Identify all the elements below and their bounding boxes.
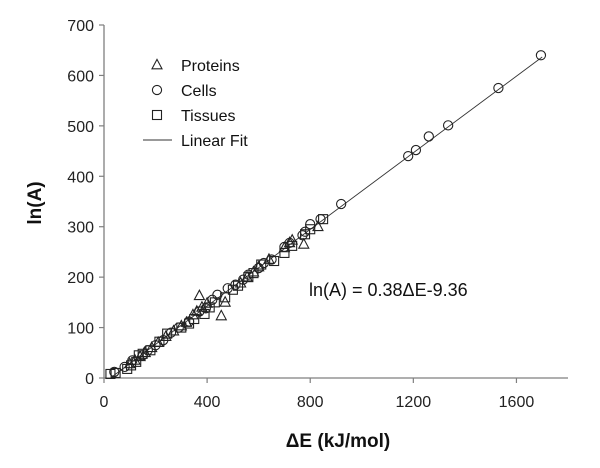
circle-point bbox=[423, 131, 434, 142]
triangle-point bbox=[283, 236, 296, 248]
circle-point bbox=[119, 361, 130, 373]
square-point bbox=[232, 280, 244, 291]
triangle-point bbox=[297, 237, 310, 249]
circle-point bbox=[493, 82, 504, 94]
y-tick-label: 100 bbox=[67, 321, 94, 338]
circle-point bbox=[158, 335, 169, 346]
circle-point bbox=[535, 50, 547, 61]
circle-point bbox=[284, 237, 295, 249]
square-point bbox=[220, 292, 231, 303]
legend-triangle-marker bbox=[151, 58, 163, 70]
square-point bbox=[145, 345, 156, 356]
triangle-point bbox=[286, 233, 299, 245]
square-point bbox=[137, 348, 148, 359]
legend-label-linear-fit: Linear Fit bbox=[181, 133, 248, 150]
circle-point bbox=[200, 303, 211, 314]
circle-point bbox=[194, 306, 205, 317]
square-point bbox=[131, 356, 142, 367]
x-tick-label: 1200 bbox=[396, 394, 432, 411]
legend-label-proteins: Proteins bbox=[181, 58, 240, 75]
triangle-point bbox=[175, 319, 188, 331]
legend-square-marker bbox=[151, 109, 163, 121]
square-point bbox=[122, 363, 133, 374]
x-axis-title: ΔE (kJ/mol) bbox=[286, 431, 390, 452]
triangle-point bbox=[312, 219, 324, 232]
circle-point bbox=[410, 144, 422, 156]
y-tick-label: 400 bbox=[67, 169, 94, 186]
axes: 0 100 200 300 400 500 600 700 0 400 800 1200 1600 bbox=[67, 18, 568, 411]
y-tick-label: 300 bbox=[67, 220, 94, 237]
y-tick-label: 0 bbox=[85, 371, 94, 388]
square-point bbox=[162, 328, 173, 339]
y-tick-label: 500 bbox=[67, 119, 94, 136]
circle-point bbox=[403, 150, 414, 162]
triangle-point bbox=[193, 289, 206, 301]
x-tick-label: 0 bbox=[100, 394, 109, 411]
square-point bbox=[256, 259, 267, 270]
square-point bbox=[279, 247, 290, 258]
triangle-point bbox=[215, 309, 228, 321]
triangle-point bbox=[252, 260, 265, 272]
circle-point bbox=[165, 327, 177, 338]
square-point bbox=[154, 336, 165, 347]
circle-point bbox=[266, 254, 277, 265]
square-point bbox=[126, 360, 137, 371]
circle-point bbox=[442, 120, 454, 131]
x-tick-label: 400 bbox=[194, 394, 221, 411]
square-point bbox=[110, 367, 121, 379]
legend: Proteins Cells Tissues Linear Fit bbox=[143, 58, 248, 150]
y-tick-label: 600 bbox=[67, 68, 94, 85]
fit-equation-annotation: ln(A) = 0.38ΔE-9.36 bbox=[309, 280, 468, 300]
legend-label-tissues: Tissues bbox=[181, 108, 236, 125]
square-point bbox=[133, 350, 144, 361]
triangle-point bbox=[234, 276, 247, 288]
square-point bbox=[318, 214, 329, 225]
square-point bbox=[105, 368, 116, 380]
circle-point bbox=[336, 198, 347, 210]
x-tick-label: 800 bbox=[297, 394, 324, 411]
square-point bbox=[269, 255, 280, 267]
series-tissues bbox=[105, 214, 329, 380]
y-axis-title: ln(A) bbox=[25, 181, 46, 224]
circle-point bbox=[109, 366, 120, 378]
square-point bbox=[248, 268, 259, 279]
x-tick-label: 1600 bbox=[499, 394, 535, 411]
square-point bbox=[287, 240, 298, 251]
square-point bbox=[209, 297, 220, 308]
circle-point bbox=[297, 230, 308, 241]
square-point bbox=[199, 308, 210, 320]
points-layer bbox=[105, 50, 547, 380]
legend-label-cells: Cells bbox=[181, 83, 217, 100]
series-proteins bbox=[123, 219, 324, 369]
legend-circle-marker bbox=[151, 84, 163, 96]
circle-point bbox=[212, 289, 223, 300]
y-tick-label: 700 bbox=[67, 18, 94, 35]
square-point bbox=[305, 224, 316, 235]
y-tick-label: 200 bbox=[67, 270, 94, 287]
square-point bbox=[189, 313, 200, 325]
